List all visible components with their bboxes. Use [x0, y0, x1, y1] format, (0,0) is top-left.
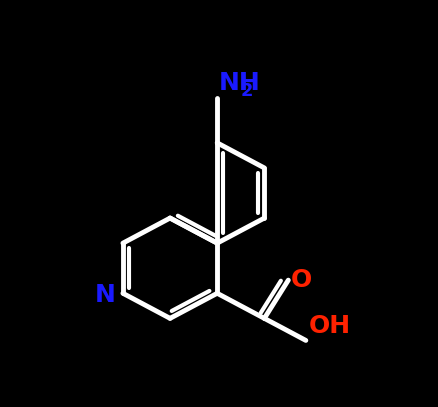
Text: NH: NH [219, 70, 260, 94]
Text: 2: 2 [240, 82, 253, 100]
Text: O: O [290, 268, 311, 292]
Text: OH: OH [308, 314, 350, 338]
Text: N: N [95, 283, 116, 307]
